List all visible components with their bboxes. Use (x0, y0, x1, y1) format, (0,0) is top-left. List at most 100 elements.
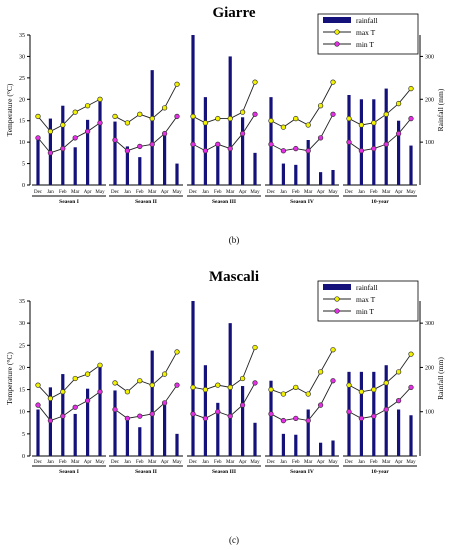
max-t-point (383, 111, 389, 117)
month-label: Dec (111, 460, 120, 465)
min-t-line (114, 116, 178, 152)
rainfall-bar (241, 386, 245, 456)
left-tick-label: 30 (19, 321, 25, 327)
group-season-iii: Dec Jan Feb Mar Apr May Season III (187, 301, 261, 475)
min-t-point (174, 382, 180, 388)
month-label: Mar (226, 460, 235, 465)
chart-panel-mascali: Mascali 0 5 10 15 20 25 30 35 100 200 300 Temperatur… (5, 269, 445, 545)
min-t-point (371, 413, 377, 419)
season-label: Season II (135, 199, 157, 205)
right-tick-label: 200 (425, 365, 434, 371)
month-label: Jan (202, 190, 209, 195)
max-t-point (84, 371, 91, 377)
month-label: Apr (84, 460, 92, 465)
legend: rainfall max T min T (317, 280, 419, 322)
rainfall-bar (216, 402, 220, 456)
max-t-point (124, 389, 131, 395)
max-t-point (305, 391, 311, 397)
month-label: Apr (317, 460, 325, 465)
max-t-point (190, 113, 196, 120)
max-t-point (408, 351, 414, 357)
season-label: Season III (212, 199, 236, 205)
rainfall-bar (331, 170, 335, 185)
max-t-point (280, 124, 287, 130)
right-tick-label: 100 (425, 410, 434, 416)
max-t-point (97, 362, 103, 368)
max-t-point (47, 128, 54, 135)
max-t-point (330, 347, 336, 353)
left-tick-label: 30 (19, 54, 25, 60)
max-t-point (60, 389, 66, 395)
legend-rainfall-swatch (323, 17, 351, 23)
min-t-point (190, 141, 196, 147)
season-label: Season III (212, 469, 236, 475)
min-t-point (252, 111, 258, 117)
month-label: May (250, 190, 260, 195)
rainfall-bar (73, 413, 77, 456)
month-label: Mar (71, 460, 80, 465)
min-t-point (149, 141, 155, 147)
left-tick-label: 25 (19, 76, 25, 82)
rainfall-bar (36, 409, 40, 456)
group-season-iii: Dec Jan Feb Mar Apr May Season III (187, 35, 261, 205)
max-t-point (202, 386, 209, 393)
min-t-point (47, 417, 54, 424)
rainfall-bar (331, 440, 335, 456)
rainfall-bar (397, 409, 401, 456)
min-t-point (330, 378, 336, 384)
max-t-point (124, 120, 131, 126)
max-t-point (35, 382, 41, 388)
max-t-point (252, 79, 258, 85)
min-t-point (330, 111, 336, 117)
rainfall-bar (203, 97, 207, 185)
month-label: May (95, 460, 105, 465)
min-t-point (293, 145, 299, 152)
month-label: May (250, 460, 260, 465)
left-tick-label: 5 (22, 432, 25, 438)
min-t-point (408, 384, 414, 391)
min-t-point (35, 135, 41, 141)
month-label: Jan (358, 190, 365, 195)
min-t-line (270, 380, 334, 422)
rainfall-bar (163, 405, 167, 456)
min-t-point (408, 115, 414, 122)
group-season-ii: Dec Jan Feb Mar Apr May Season II (109, 70, 183, 205)
left-tick-label: 35 (19, 299, 25, 305)
season-label: 10-year (371, 199, 389, 205)
max-t-point (161, 105, 168, 111)
rainfall-bar (191, 35, 195, 185)
max-t-line (192, 347, 256, 391)
month-label: Mar (148, 190, 157, 195)
min-t-point (137, 413, 143, 419)
month-label: Jan (124, 460, 131, 465)
left-tick-label: 20 (19, 97, 25, 103)
max-t-point (137, 111, 143, 117)
min-t-point (112, 406, 118, 413)
legend-max-point (334, 296, 340, 302)
min-t-point (383, 406, 389, 413)
max-t-point (408, 85, 414, 92)
season-label: Season I (59, 469, 79, 475)
min-t-point (358, 415, 365, 422)
left-tick-label: 25 (19, 343, 25, 349)
min-t-point (112, 137, 118, 143)
rainfall-bar (306, 409, 310, 456)
max-t-point (137, 378, 143, 384)
min-t-point (60, 413, 66, 419)
group-10-year: Dec Jan Feb Mar Apr May 10-year (343, 351, 417, 475)
season-label: Season IV (290, 469, 314, 475)
min-t-point (124, 415, 131, 422)
max-t-point (190, 384, 196, 391)
max-t-line (37, 364, 101, 399)
rainfall-bar (253, 152, 257, 185)
rainfall-bar (113, 121, 117, 185)
min-t-line (37, 391, 101, 422)
min-t-point (174, 113, 180, 120)
max-t-point (317, 369, 324, 375)
rainfall-bar (359, 99, 363, 185)
max-t-point (239, 109, 246, 115)
legend-label: max T (356, 295, 376, 304)
rainfall-bar (281, 163, 285, 185)
min-t-point (72, 404, 78, 410)
max-t-point (227, 384, 233, 391)
